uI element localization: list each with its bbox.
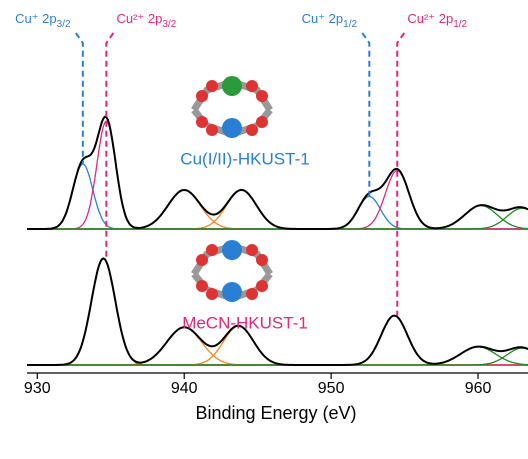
annotation-label: Cu²⁺ 2p1/2 [407, 11, 467, 29]
annotation-subscript: 1/2 [343, 19, 357, 30]
chart: Binding Energy (eV) 930 940 950 960 Cu(I/II)… [0, 0, 528, 459]
panel-label: MeCN-HKUST-1 [182, 313, 308, 332]
annotation-line [76, 33, 83, 164]
fit-component [27, 347, 528, 365]
x-tick-label: 950 [318, 380, 345, 397]
fit-component [27, 258, 528, 365]
page: {"chart_data": {"type": "xps", "xlabel":… [0, 0, 528, 459]
molecule-icon [194, 76, 270, 138]
annotation-subscript: 3/2 [162, 19, 176, 30]
fit-component [27, 348, 528, 365]
x-axis-title: Binding Energy (eV) [195, 403, 356, 423]
molecule-icon [194, 240, 270, 302]
fit-component [27, 206, 528, 229]
annotation-text: Cu⁺ 2p [15, 11, 57, 26]
annotation-text: Cu²⁺ 2p [407, 11, 453, 26]
x-tick-label: 940 [171, 380, 198, 397]
annotation-line [362, 33, 369, 197]
annotation-subscript: 1/2 [453, 19, 467, 30]
fit-envelope [27, 258, 528, 365]
annotation-text: Cu⁺ 2p [302, 11, 344, 26]
fit-component [27, 164, 528, 229]
x-tick-label: 930 [24, 380, 51, 397]
annotation-label: Cu⁺ 2p3/2 [15, 11, 71, 29]
annotation-text: Cu²⁺ 2p [116, 11, 162, 26]
x-tick-label: 960 [465, 380, 492, 397]
fit-component [27, 121, 528, 229]
annotation-label: Cu⁺ 2p1/2 [302, 11, 358, 29]
annotation-label: Cu²⁺ 2p3/2 [116, 11, 176, 29]
panel-label: Cu(I/II)-HKUST-1 [180, 149, 309, 168]
annotation-subscript: 3/2 [57, 19, 71, 30]
